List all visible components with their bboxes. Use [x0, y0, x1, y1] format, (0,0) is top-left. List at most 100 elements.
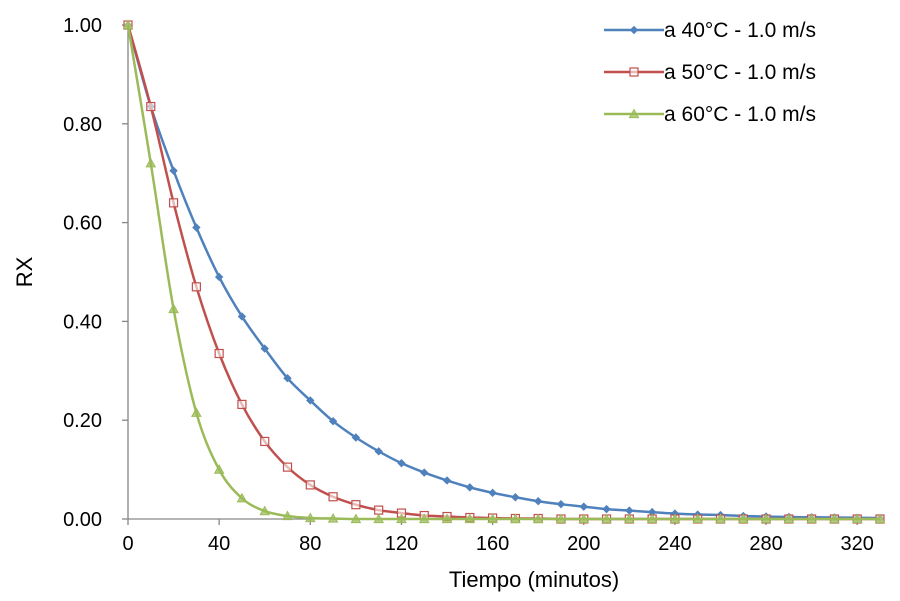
legend-item: a 60°C - 1.0 m/s — [604, 103, 816, 126]
data-point — [465, 483, 475, 492]
data-point — [236, 492, 248, 503]
y-tick-label: 0.00 — [63, 509, 102, 531]
data-point — [420, 468, 429, 477]
x-tick-label: 40 — [208, 533, 230, 555]
series-3 — [122, 19, 886, 524]
data-point — [282, 462, 293, 472]
y-tick-label: 1.00 — [63, 15, 102, 37]
y-tick-label: 0.40 — [63, 311, 102, 333]
data-point — [874, 513, 886, 524]
data-point — [532, 513, 544, 524]
series-lines — [122, 19, 886, 524]
legend: a 40°C - 1.0 m/s a 50°C - 1.0 m/s a 60°C -… — [604, 19, 816, 126]
data-point — [556, 499, 566, 509]
data-point — [555, 513, 567, 524]
data-point — [851, 513, 863, 524]
y-axis-title: RX — [12, 256, 37, 287]
tick-labels: 0 40 80 120 160 200 240 280 320 0.00 0.20 0.40 0.60 0… — [63, 15, 874, 555]
data-point — [282, 510, 293, 521]
data-point — [214, 348, 224, 359]
data-point — [373, 513, 385, 524]
legend-marker — [628, 108, 640, 119]
data-point — [328, 492, 338, 502]
x-tick-label: 80 — [299, 533, 321, 555]
legend-label: a 50°C - 1.0 m/s — [664, 61, 816, 84]
data-point — [213, 464, 225, 474]
data-point — [305, 480, 315, 490]
data-point — [328, 416, 338, 426]
x-tick-label: 240 — [658, 533, 691, 555]
legend-item: a 50°C - 1.0 m/s — [604, 61, 816, 84]
y-tick-label: 0.20 — [63, 410, 102, 432]
data-point — [646, 513, 658, 524]
y-tick-label: 0.60 — [63, 213, 102, 235]
legend-marker — [629, 67, 639, 77]
data-point — [623, 513, 635, 524]
data-point — [260, 344, 269, 353]
x-tick-label: 160 — [476, 533, 509, 555]
data-point — [237, 399, 247, 409]
data-point — [260, 436, 270, 447]
axes — [127, 25, 880, 520]
data-point — [168, 198, 179, 208]
data-point — [487, 513, 498, 524]
data-point — [146, 101, 156, 112]
data-point — [692, 513, 704, 524]
data-point — [327, 512, 339, 523]
data-point — [510, 513, 521, 524]
legend-marker — [629, 25, 639, 35]
data-point — [214, 272, 224, 282]
data-point — [396, 513, 407, 524]
data-point — [259, 505, 271, 516]
series-1 — [123, 20, 885, 523]
data-point — [283, 374, 292, 383]
data-point — [579, 502, 588, 511]
data-point — [669, 513, 681, 524]
data-point — [168, 303, 179, 314]
data-point — [715, 513, 726, 524]
series-line — [126, 24, 880, 521]
data-point — [374, 447, 383, 456]
data-point — [350, 513, 362, 524]
data-point — [783, 513, 795, 524]
data-point — [441, 513, 453, 524]
data-point — [351, 433, 361, 442]
y-tick-label: 0.80 — [63, 114, 102, 136]
data-point — [760, 513, 772, 524]
legend-label: a 60°C - 1.0 m/s — [664, 103, 816, 126]
x-axis-title: Tiempo (minutos) — [449, 567, 619, 592]
data-point — [418, 513, 430, 524]
x-tick-label: 320 — [841, 533, 874, 555]
data-point — [304, 512, 316, 523]
data-point — [737, 513, 749, 524]
data-point — [829, 513, 840, 524]
data-point — [306, 396, 315, 405]
data-point — [578, 513, 590, 524]
data-point — [602, 504, 611, 514]
data-point — [442, 476, 452, 485]
data-point — [191, 407, 202, 417]
data-point — [145, 157, 157, 168]
data-point — [511, 493, 520, 502]
data-point — [237, 312, 247, 321]
data-point — [533, 497, 543, 506]
x-tick-label: 280 — [749, 533, 782, 555]
series-line — [126, 24, 881, 520]
data-point — [806, 513, 817, 524]
data-point — [374, 505, 384, 515]
data-point — [488, 488, 497, 498]
data-point — [625, 506, 634, 515]
series-2 — [123, 20, 885, 524]
data-point — [191, 282, 201, 292]
x-tick-label: 200 — [567, 533, 600, 555]
data-point — [464, 513, 476, 524]
data-point — [169, 166, 178, 175]
data-point — [397, 458, 406, 468]
series-line — [126, 24, 880, 521]
data-point — [122, 19, 134, 30]
data-point — [192, 223, 201, 232]
data-point — [601, 513, 612, 524]
legend-label: a 40°C - 1.0 m/s — [664, 19, 816, 42]
